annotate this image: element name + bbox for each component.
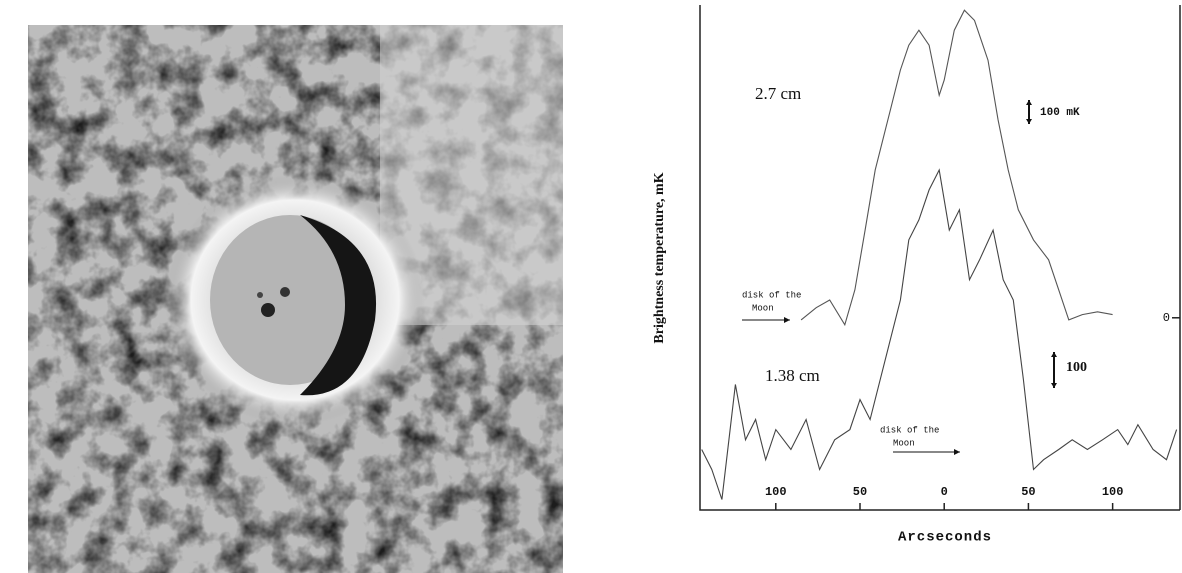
crater-photo: [28, 25, 563, 573]
data-line: [702, 170, 1177, 500]
x-tick-label: 100: [765, 485, 787, 499]
figure: Brightness temperature, mK Arcseconds 10…: [0, 0, 1182, 573]
x-tick-label: 50: [1021, 485, 1035, 499]
x-tick-label: 50: [853, 485, 867, 499]
x-tick-label: 100: [1102, 485, 1124, 499]
scale-label: 100: [1066, 360, 1087, 375]
arrow-head: [954, 449, 960, 455]
x-tick-label: 0: [941, 485, 948, 499]
chart-frame: [700, 5, 1180, 510]
disk-note: disk of the: [742, 290, 801, 300]
x-axis-label: Arcseconds: [898, 530, 992, 546]
disk-note: disk of the: [880, 425, 939, 435]
disk-note: Moon: [752, 303, 774, 313]
y-tick-label: 0: [1163, 311, 1170, 325]
series-label: 2.7 cm: [755, 84, 801, 103]
disk-note: Moon: [893, 438, 915, 448]
series-label: 1.38 cm: [765, 366, 820, 385]
y-axis-label: Brightness temperature, mK: [652, 172, 667, 343]
data-line: [801, 10, 1113, 325]
scale-label: 100 mK: [1040, 107, 1080, 119]
arrow-head: [784, 317, 790, 323]
